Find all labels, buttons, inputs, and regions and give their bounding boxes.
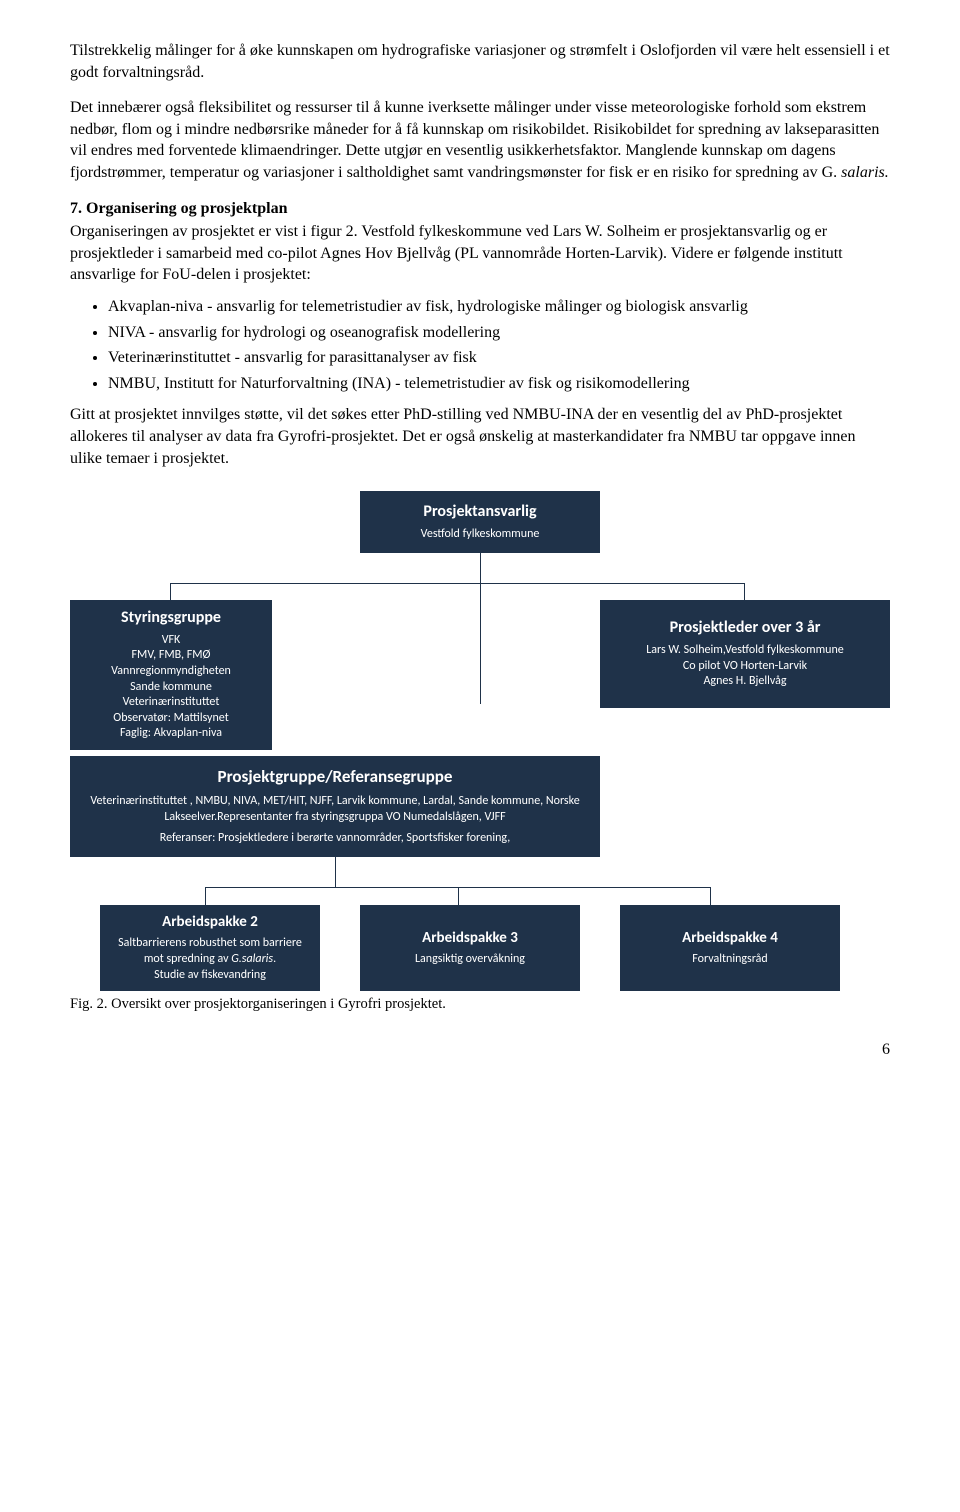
box-line: Sande kommune — [130, 680, 212, 696]
box-title: Prosjektansvarlig — [423, 502, 536, 523]
list-item: NMBU, Institutt for Naturforvaltning (IN… — [108, 373, 890, 395]
paragraph-3: Organiseringen av prosjektet er vist i f… — [70, 221, 890, 286]
figure-caption: Fig. 2. Oversikt over prosjektorganiseri… — [70, 995, 890, 1015]
paragraph-2-text: Det innebærer også fleksibilitet og ress… — [70, 99, 879, 181]
box-line: Veterinærinstituttet — [123, 695, 220, 711]
connector — [170, 584, 171, 600]
org-chart: Prosjektansvarlig Vestfold fylkeskommune… — [70, 491, 890, 991]
paragraph-2: Det innebærer også fleksibilitet og ress… — [70, 97, 890, 183]
box-line: VFK — [162, 633, 181, 649]
box-title: Arbeidspakke 4 — [682, 929, 778, 949]
box-title: Arbeidspakke 2 — [162, 913, 258, 933]
box-line: Faglig: Akvaplan-niva — [120, 726, 222, 742]
box-line: Langsiktig overvåkning — [415, 952, 525, 968]
section-7: 7. Organisering og prosjektplan Organise… — [70, 198, 890, 470]
box-body: Veterinærinstituttet , NMBU, NIVA, MET/H… — [84, 794, 586, 825]
box-line: Forvaltningsråd — [692, 952, 767, 968]
box-prosjektansvarlig: Prosjektansvarlig Vestfold fylkeskommune — [360, 491, 600, 553]
connector — [744, 584, 745, 600]
section-7-heading: 7. Organisering og prosjektplan — [70, 198, 890, 220]
box-title: Styringsgruppe — [121, 608, 221, 629]
inst-list: Akvaplan-niva - ansvarlig for telemetris… — [70, 296, 890, 394]
box-line: Co pilot VO Horten-Larvik — [683, 659, 807, 675]
wp-row: Arbeidspakke 2 Saltbarrierens robusthet … — [100, 905, 840, 991]
box-referansegruppe: Prosjektgruppe/Referansegruppe Veterinær… — [70, 756, 600, 857]
connector — [480, 584, 481, 704]
list-item: Veterinærinstituttet - ansvarlig for par… — [108, 347, 890, 369]
list-item: Akvaplan-niva - ansvarlig for telemetris… — [108, 296, 890, 318]
box-wp2: Arbeidspakke 2 Saltbarrierens robusthet … — [100, 905, 320, 991]
box-prosjektleder: Prosjektleder over 3 år Lars W. Solheim,… — [600, 600, 890, 708]
page-number: 6 — [70, 1039, 890, 1061]
box-line: Vannregionmyndigheten — [111, 664, 231, 680]
paragraph-1: Tilstrekkelig målinger for å øke kunnska… — [70, 40, 890, 83]
box-styringsgruppe: Styringsgruppe VFK FMV, FMB, FMØ Vannreg… — [70, 600, 272, 750]
box-line: Saltbarrierens robusthet som barriere mo… — [110, 936, 310, 967]
box-line: Lars W. Solheim,Vestfold fylkeskommune — [646, 643, 843, 659]
paragraph-4: Gitt at prosjektet innvilges støtte, vil… — [70, 404, 890, 469]
box-line: Agnes H. Bjellvåg — [703, 674, 786, 690]
text: . — [273, 952, 276, 966]
box-line: Observatør: Mattilsynet — [113, 711, 228, 727]
species-name: salaris. — [841, 164, 889, 181]
list-item: NIVA - ansvarlig for hydrologi og oseano… — [108, 322, 890, 344]
connector — [205, 887, 206, 905]
species-name: G.salaris — [231, 952, 273, 966]
box-sub: Vestfold fylkeskommune — [421, 527, 540, 543]
box-line: FMV, FMB, FMØ — [132, 648, 211, 664]
box-line: Studie av fiskevandring — [154, 968, 266, 984]
box-title: Arbeidspakke 3 — [422, 929, 518, 949]
box-title: Prosjektleder over 3 år — [670, 618, 821, 639]
connector — [710, 887, 711, 905]
box-body: Referanser: Prosjektledere i berørte van… — [160, 831, 510, 847]
box-wp3: Arbeidspakke 3 Langsiktig overvåkning — [360, 905, 580, 991]
box-title: Prosjektgruppe/Referansegruppe — [218, 766, 453, 788]
connector — [335, 857, 336, 887]
box-wp4: Arbeidspakke 4 Forvaltningsråd — [620, 905, 840, 991]
connector — [458, 887, 459, 905]
connector — [480, 553, 481, 583]
